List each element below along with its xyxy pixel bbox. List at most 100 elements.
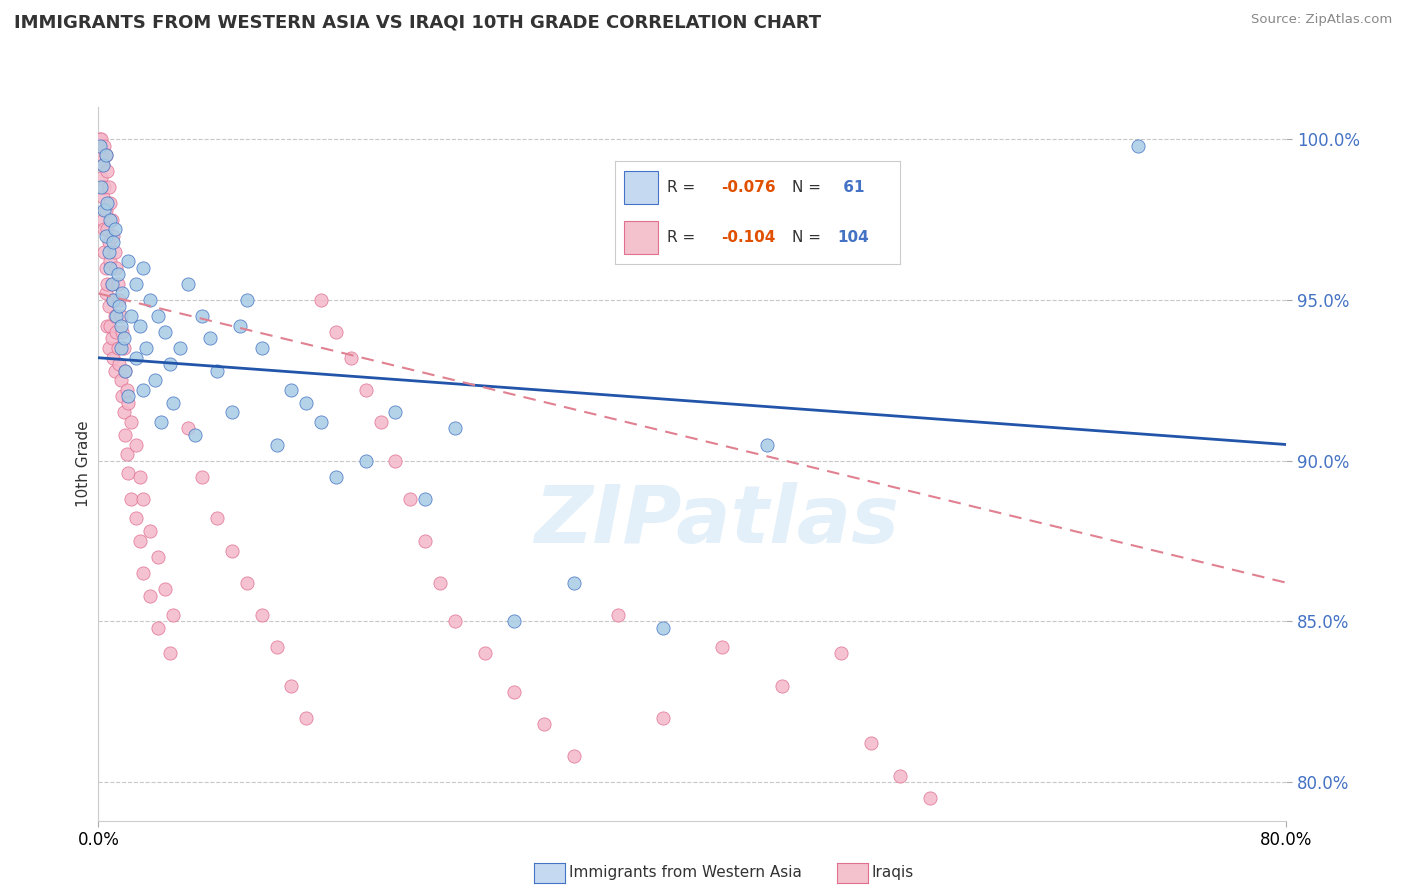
Point	[96, 277, 118, 291]
Point	[103, 235, 125, 249]
Point	[384, 453, 406, 467]
Point	[111, 286, 134, 301]
Point	[101, 277, 124, 291]
Point	[139, 293, 162, 307]
Point	[103, 228, 125, 243]
Text: ZIPatlas: ZIPatlas	[534, 482, 898, 560]
Point	[651, 621, 673, 635]
Point	[105, 260, 128, 275]
Point	[97, 180, 120, 194]
Point	[503, 615, 526, 629]
Point	[93, 244, 115, 259]
Point	[443, 421, 465, 435]
Point	[124, 277, 146, 291]
Point	[110, 341, 132, 355]
Point	[101, 277, 124, 291]
Point	[90, 132, 112, 146]
Point	[132, 492, 155, 507]
Point	[93, 202, 115, 217]
Text: Source: ZipAtlas.com: Source: ZipAtlas.com	[1251, 13, 1392, 27]
Point	[103, 293, 125, 307]
Point	[399, 492, 422, 507]
Point	[93, 222, 115, 236]
Point	[107, 267, 129, 281]
Point	[236, 293, 259, 307]
Point	[104, 222, 127, 236]
Point	[98, 212, 121, 227]
Point	[112, 341, 135, 355]
Point	[120, 309, 142, 323]
Point	[228, 318, 250, 333]
Point	[111, 325, 134, 339]
Point	[96, 164, 118, 178]
Point	[250, 341, 273, 355]
Point	[90, 180, 112, 194]
Point	[280, 383, 302, 397]
Point	[325, 325, 347, 339]
FancyBboxPatch shape	[624, 220, 658, 253]
Point	[711, 640, 734, 654]
Point	[920, 791, 942, 805]
Point	[159, 647, 181, 661]
Point	[107, 277, 129, 291]
Point	[250, 607, 273, 622]
Point	[90, 170, 112, 185]
Point	[97, 235, 120, 249]
Point	[309, 415, 332, 429]
Point	[889, 769, 911, 783]
Point	[94, 228, 117, 243]
Point	[124, 351, 146, 365]
Point	[309, 293, 332, 307]
Text: -0.104: -0.104	[721, 229, 775, 244]
Point	[98, 254, 121, 268]
Y-axis label: 10th Grade: 10th Grade	[76, 420, 91, 508]
Point	[104, 309, 127, 323]
Point	[94, 286, 117, 301]
Point	[94, 148, 117, 162]
Point	[103, 293, 125, 307]
Point	[105, 325, 128, 339]
Point	[354, 383, 377, 397]
Point	[94, 260, 117, 275]
Text: N =: N =	[792, 229, 825, 244]
Point	[191, 469, 214, 483]
Point	[120, 415, 142, 429]
Point	[107, 341, 129, 355]
Point	[266, 437, 288, 451]
Point	[159, 357, 181, 371]
Point	[562, 575, 585, 590]
Point	[221, 405, 243, 419]
Point	[830, 647, 852, 661]
Point	[132, 566, 155, 581]
Point	[115, 383, 138, 397]
Point	[129, 318, 152, 333]
Point	[98, 260, 121, 275]
Point	[562, 749, 585, 764]
Point	[115, 447, 138, 461]
Point	[96, 196, 118, 211]
Point	[207, 363, 229, 377]
Point	[101, 212, 124, 227]
Point	[132, 260, 155, 275]
Point	[114, 363, 136, 377]
Point	[169, 341, 191, 355]
Point	[114, 363, 136, 377]
Text: IMMIGRANTS FROM WESTERN ASIA VS IRAQI 10TH GRADE CORRELATION CHART: IMMIGRANTS FROM WESTERN ASIA VS IRAQI 10…	[14, 13, 821, 31]
Point	[295, 711, 318, 725]
Point	[340, 351, 363, 365]
Point	[139, 589, 162, 603]
Point	[146, 621, 169, 635]
Point	[280, 679, 302, 693]
Point	[117, 467, 139, 481]
Point	[108, 357, 131, 371]
Point	[162, 396, 184, 410]
Point	[770, 679, 793, 693]
Point	[111, 389, 134, 403]
Point	[98, 318, 121, 333]
Text: Immigrants from Western Asia: Immigrants from Western Asia	[569, 865, 803, 880]
Point	[295, 396, 318, 410]
Point	[104, 363, 127, 377]
Point	[370, 415, 392, 429]
Point	[533, 717, 555, 731]
Point	[146, 550, 169, 565]
